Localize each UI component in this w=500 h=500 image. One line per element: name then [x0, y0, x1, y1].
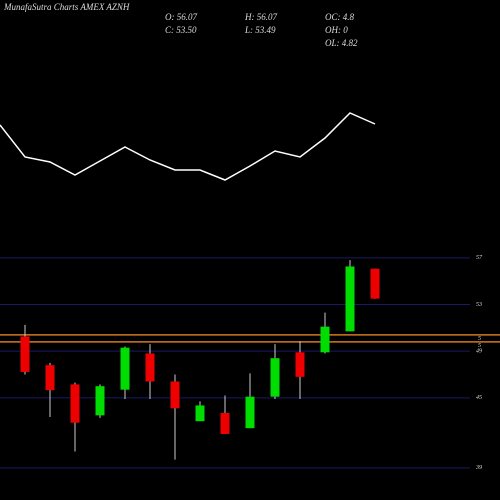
candle-body — [145, 353, 155, 382]
candle-body — [270, 358, 280, 397]
candle-body — [70, 384, 80, 423]
candle-body — [95, 386, 105, 416]
ohlc-info: C: 53.50 — [165, 25, 197, 35]
chart-title: MunafaSutra Charts AMEX AZNH — [3, 2, 130, 12]
candle-body — [120, 347, 130, 390]
candle-body — [20, 336, 30, 372]
ohlc-info: OC: 4.8 — [325, 12, 354, 22]
y-tick-label: 53 — [476, 302, 482, 308]
candle-body — [45, 365, 55, 391]
ohlc-info: H: 56.07 — [244, 12, 277, 22]
candle-body — [295, 352, 305, 377]
candle-body — [220, 413, 230, 434]
level-label: 5 — [478, 343, 481, 349]
candle-body — [345, 266, 355, 332]
y-tick-label: 49 — [476, 348, 482, 355]
level-label: 5 — [478, 336, 481, 342]
candle-body — [245, 396, 255, 429]
y-tick-label: 39 — [475, 465, 482, 471]
y-tick-label: 57 — [476, 255, 483, 261]
y-tick-label: 45 — [476, 394, 482, 401]
ohlc-info: L: 53.49 — [244, 25, 276, 35]
ohlc-info: OL: 4.82 — [325, 38, 358, 48]
candle-body — [195, 405, 205, 422]
ohlc-info: OH: 0 — [325, 25, 348, 35]
indicator-line — [0, 112, 376, 181]
candle-body — [320, 326, 330, 353]
candle-body — [170, 381, 180, 409]
ohlc-info: O: 56.07 — [165, 12, 197, 22]
candle-body — [370, 268, 380, 299]
